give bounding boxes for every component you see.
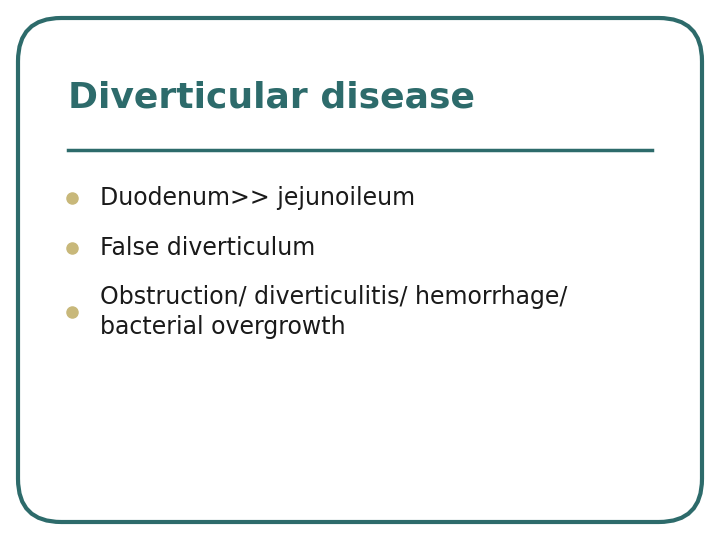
Text: Diverticular disease: Diverticular disease (68, 80, 475, 114)
Text: False diverticulum: False diverticulum (100, 236, 315, 260)
FancyBboxPatch shape (18, 18, 702, 522)
Text: Duodenum>> jejunoileum: Duodenum>> jejunoileum (100, 186, 415, 210)
Text: Obstruction/ diverticulitis/ hemorrhage/
bacterial overgrowth: Obstruction/ diverticulitis/ hemorrhage/… (100, 285, 567, 339)
